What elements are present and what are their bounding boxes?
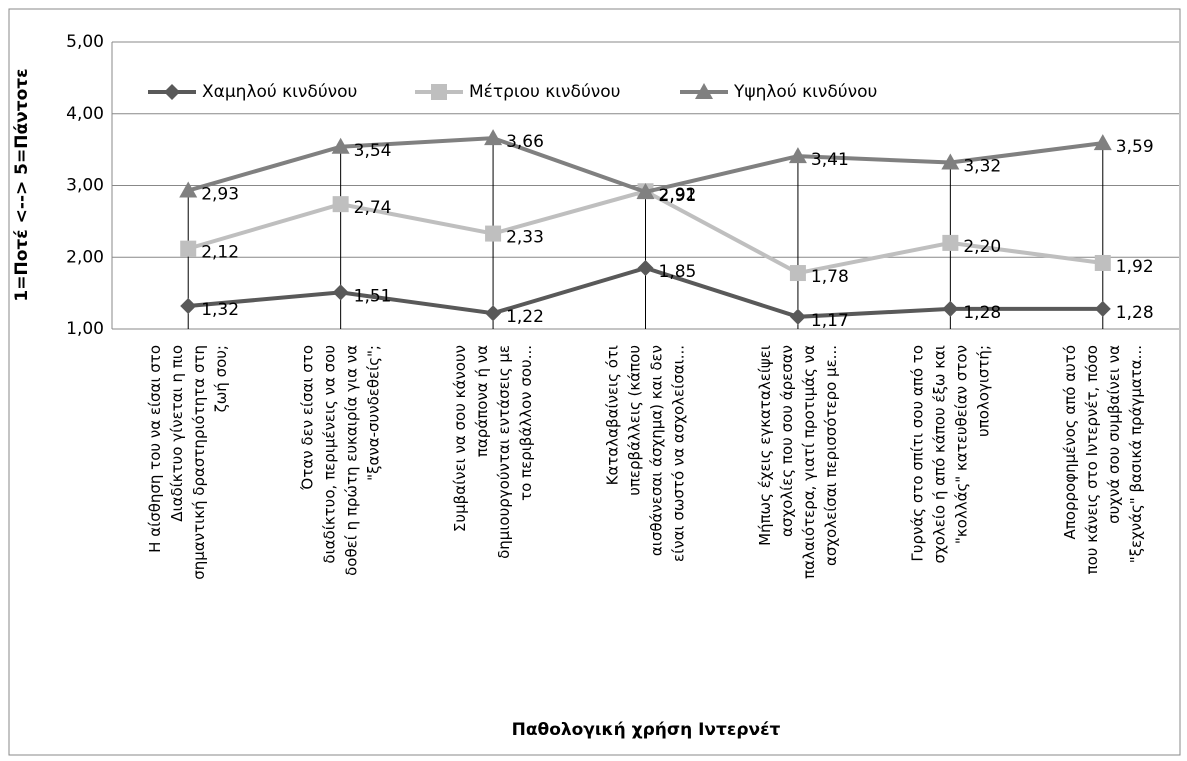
data-label: 1,92	[1116, 257, 1154, 277]
point	[942, 300, 959, 317]
data-label: 3,32	[963, 157, 1001, 177]
y-tick-label: 4,00	[66, 104, 104, 124]
point	[636, 182, 655, 199]
legend-label: Μέτριου κινδύνου	[469, 82, 621, 102]
point	[1094, 300, 1111, 317]
y-tick-label: 2,00	[66, 247, 104, 267]
data-label: 3,41	[811, 150, 849, 170]
point	[941, 153, 960, 170]
y-tick-label: 3,00	[66, 176, 104, 196]
y-tick-label: 5,00	[66, 32, 104, 52]
point	[789, 265, 806, 282]
x-tick-label: Η αίσθηση του να είσαι στο Διαδίκτυο γίνε…	[146, 345, 230, 580]
x-tick-label: Γυρνάς στο σπίτι σου από το σχολείο ή από…	[908, 345, 992, 563]
point	[179, 181, 198, 198]
x-axis-title: Παθολογική χρήση Ιντερνέτ	[512, 720, 781, 740]
data-label: 1,17	[811, 311, 849, 331]
x-tick-label: Καταλαβαίνεις ότι υπερβάλλεις (κάπου αισθά…	[603, 345, 687, 562]
point	[180, 240, 197, 257]
x-tick-label: Συμβαίνει να σου κάνουν παράπονα ή να δημι…	[451, 345, 535, 559]
point	[637, 260, 654, 277]
point	[485, 305, 502, 322]
legend-marker	[431, 84, 447, 100]
point	[1094, 254, 1111, 271]
chart-border	[8, 8, 1181, 756]
y-tick-label: 1,00	[66, 319, 104, 339]
x-tick-label: Όταν δεν είσαι στο διαδίκτυο, περιμένεις …	[298, 345, 382, 576]
point	[485, 225, 502, 242]
point	[788, 147, 807, 164]
data-label: 1,51	[354, 286, 392, 306]
point	[484, 129, 503, 146]
data-label: 2,93	[201, 185, 239, 205]
point	[180, 298, 197, 315]
data-label: 2,12	[201, 243, 239, 263]
point	[789, 308, 806, 325]
legend-marker	[695, 83, 713, 99]
data-label: 3,66	[506, 132, 544, 152]
data-label: 1,78	[811, 267, 849, 287]
data-label: 1,28	[963, 303, 1001, 323]
x-tick-label: Μήπως έχεις εγκαταλείψει ασχολίες που σου…	[755, 345, 839, 579]
point	[332, 196, 349, 213]
data-label: 2,33	[506, 228, 544, 248]
point	[331, 137, 350, 154]
point	[332, 284, 349, 301]
x-tick-label: Απορροφημένος από αυτό που κάνεις στο Ιντ…	[1060, 345, 1144, 575]
data-label: 1,85	[659, 262, 697, 282]
data-label: 2,20	[963, 237, 1001, 257]
y-axis-title: 1=Ποτέ <--> 5=Πάντοτε	[12, 68, 32, 301]
data-label: 2,92	[659, 185, 697, 205]
data-label: 1,28	[1116, 303, 1154, 323]
data-label: 3,59	[1116, 137, 1154, 157]
legend-label: Χαμηλού κινδύνου	[202, 82, 357, 102]
data-label: 3,54	[354, 141, 392, 161]
point	[1093, 134, 1112, 151]
data-label: 1,22	[506, 307, 544, 327]
data-label: 2,74	[354, 198, 392, 218]
point	[942, 234, 959, 251]
legend-label: Υψηλού κινδύνου	[733, 82, 877, 102]
data-label: 1,32	[201, 300, 239, 320]
legend-marker	[164, 84, 180, 100]
data-label: 2,91	[659, 186, 697, 206]
